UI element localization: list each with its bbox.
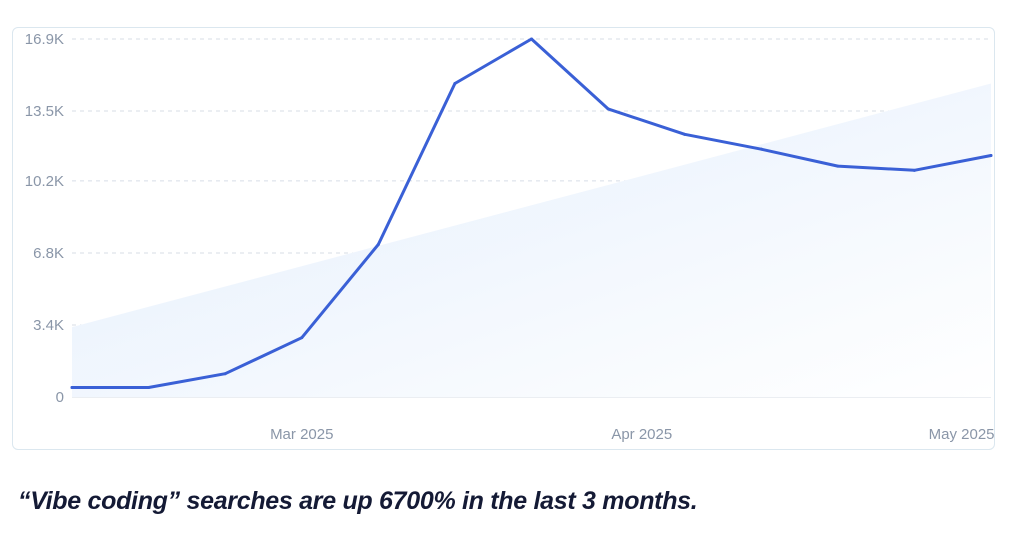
series-point bbox=[606, 107, 610, 111]
chart-caption: “Vibe coding” searches are up 6700% in t… bbox=[18, 487, 698, 515]
series-point bbox=[453, 81, 457, 85]
series-point bbox=[912, 168, 916, 172]
series-point bbox=[989, 154, 993, 158]
series-point bbox=[376, 242, 380, 246]
y-tick-label: 6.8K bbox=[33, 245, 64, 262]
y-tick-label: 0 bbox=[56, 389, 64, 406]
series-point bbox=[300, 336, 304, 340]
series-point bbox=[223, 372, 227, 376]
search-trend-chart: 0 3.4K 6.8K 10.2K 13.5K 16.9K Mar 2025 Apr 202… bbox=[25, 31, 995, 443]
series-point bbox=[70, 385, 74, 389]
y-tick-label: 16.9K bbox=[25, 31, 64, 48]
x-tick-label: Apr 2025 bbox=[611, 426, 672, 443]
trend-area bbox=[72, 83, 991, 398]
x-tick-label: May 2025 bbox=[929, 426, 995, 443]
y-axis-ticks: 0 3.4K 6.8K 10.2K 13.5K 16.9K bbox=[25, 31, 64, 406]
series-points bbox=[70, 37, 993, 389]
y-tick-label: 13.5K bbox=[25, 103, 64, 120]
series-point bbox=[836, 164, 840, 168]
x-tick-label: Mar 2025 bbox=[270, 426, 333, 443]
series-point bbox=[530, 37, 533, 41]
chart-card: 0 3.4K 6.8K 10.2K 13.5K 16.9K Mar 2025 Apr 202… bbox=[12, 27, 995, 450]
series-point bbox=[759, 147, 763, 151]
series-point bbox=[683, 132, 687, 136]
series-point bbox=[147, 385, 151, 389]
x-axis-ticks: Mar 2025 Apr 2025 May 2025 bbox=[270, 426, 994, 443]
y-tick-label: 3.4K bbox=[33, 317, 64, 334]
y-tick-label: 10.2K bbox=[25, 173, 64, 190]
